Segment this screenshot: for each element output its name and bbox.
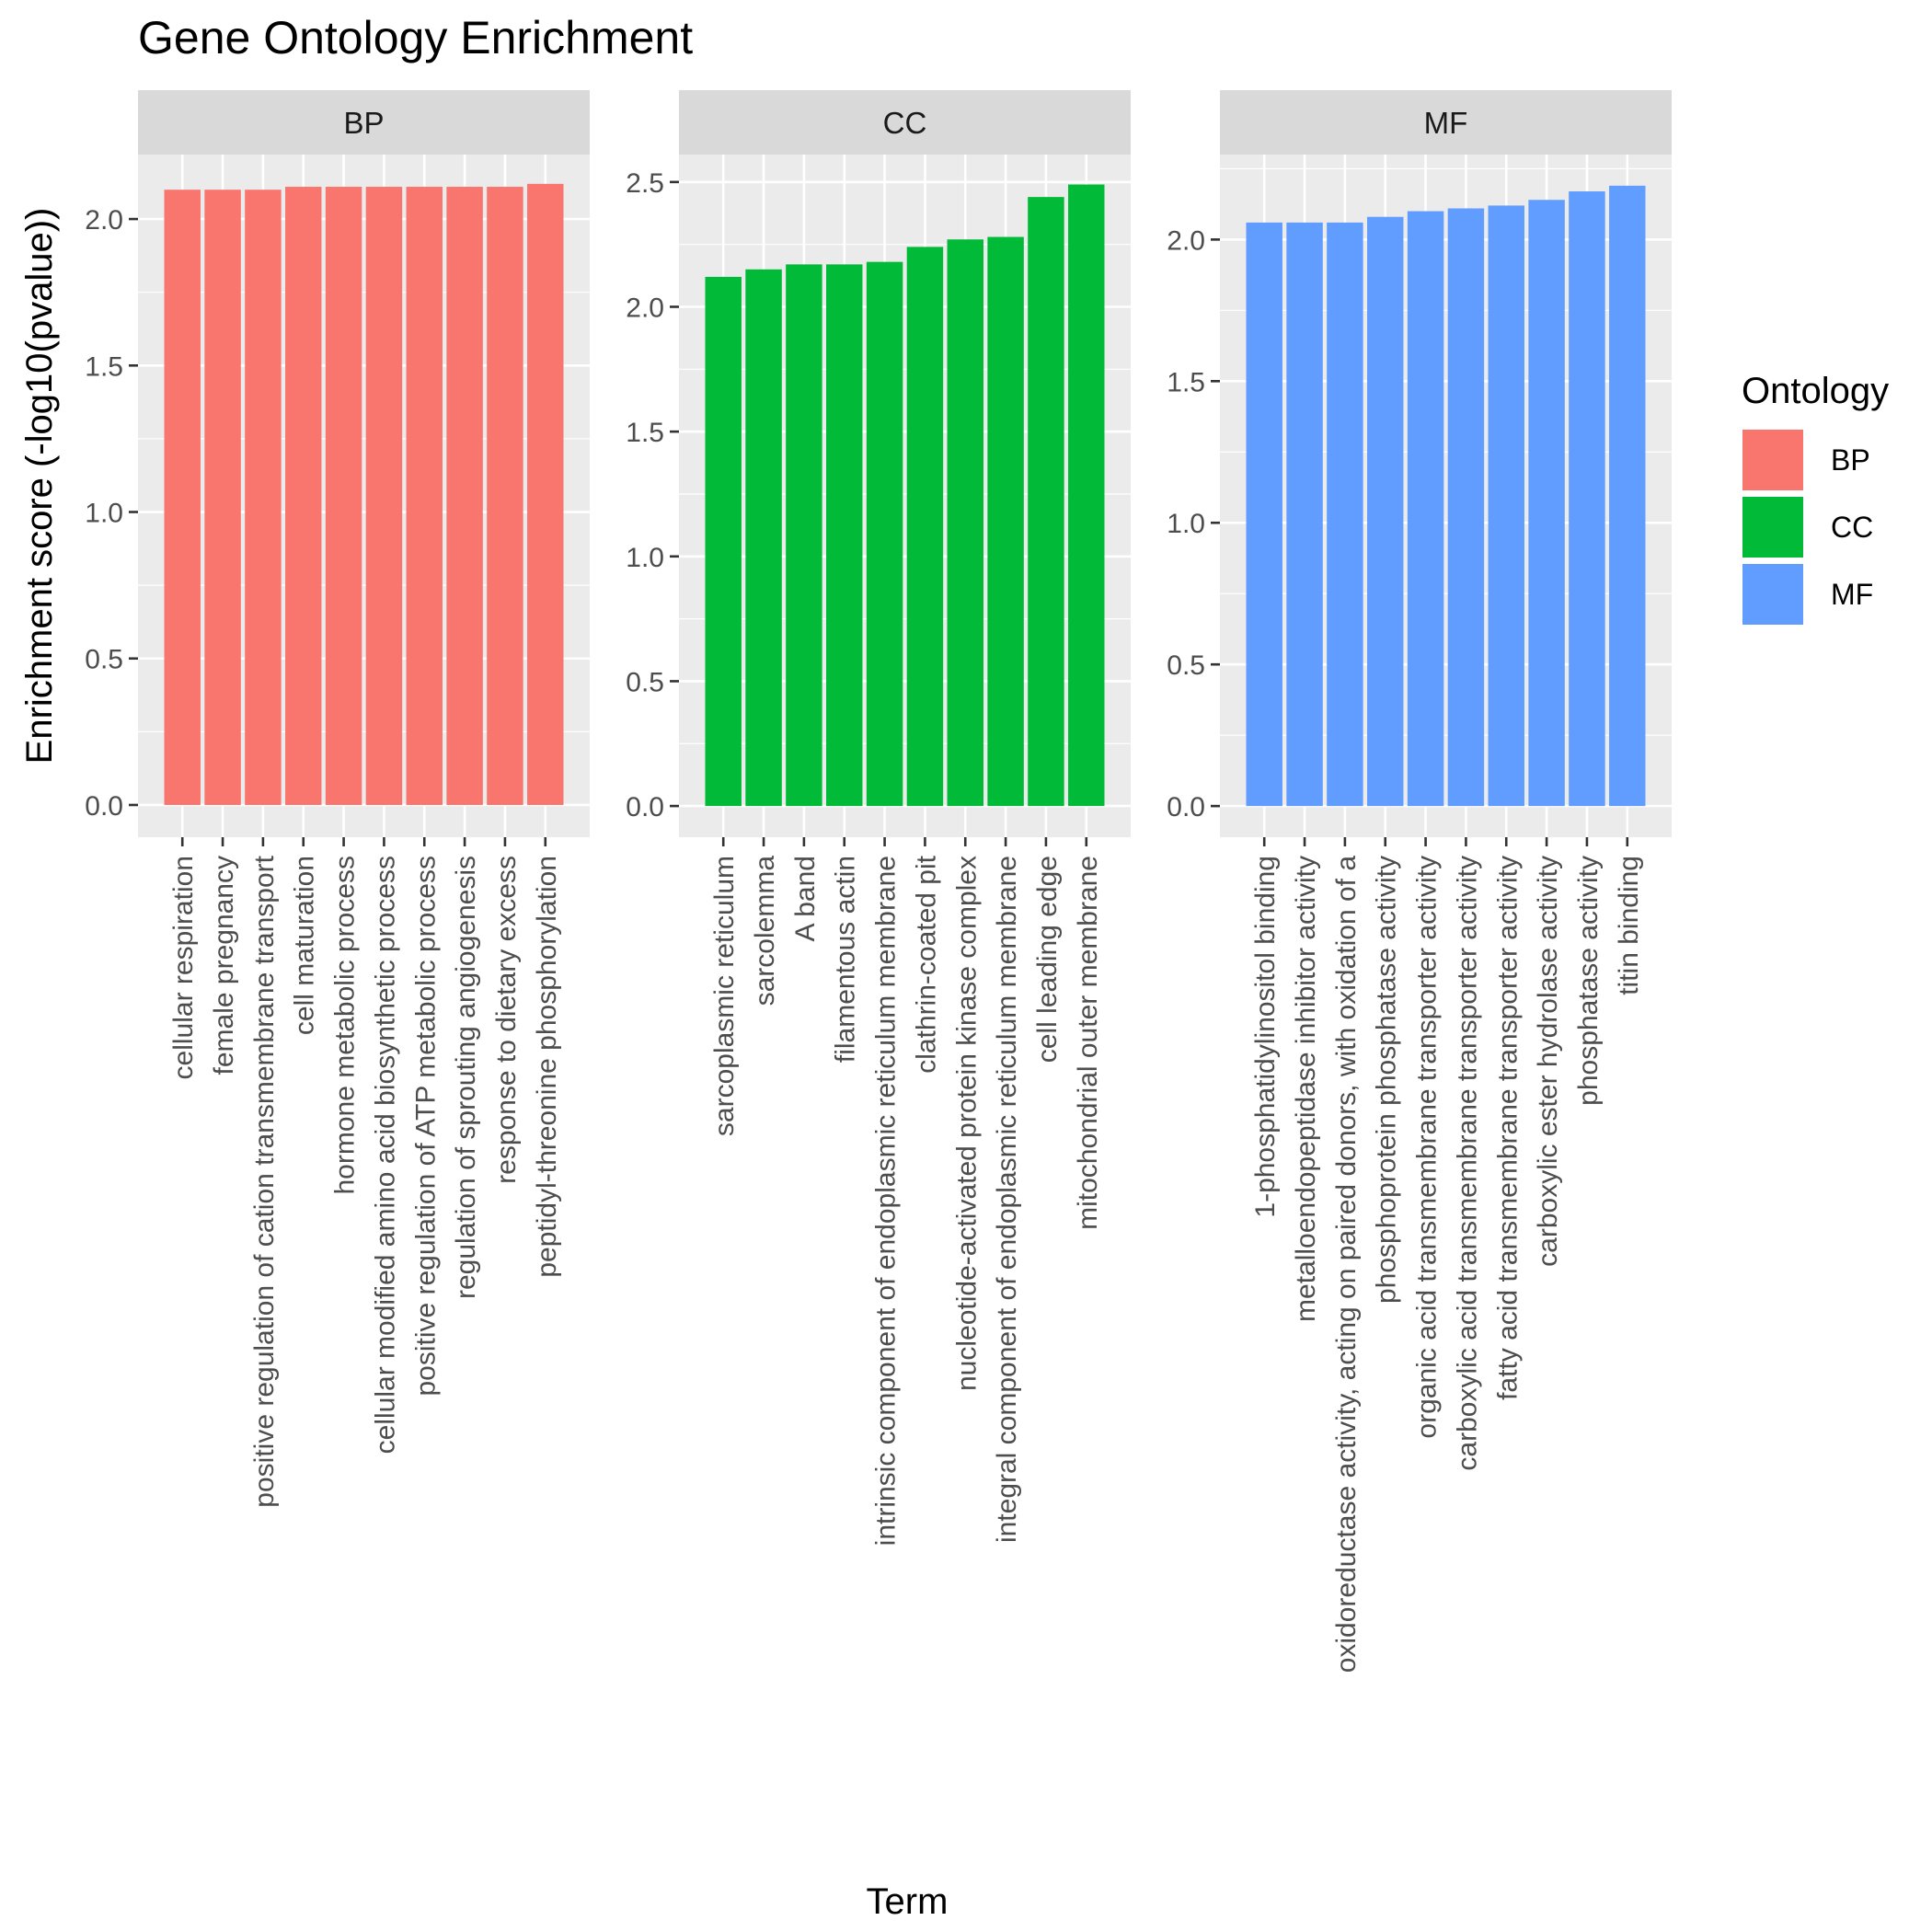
x-tick-label: titin binding bbox=[1614, 856, 1644, 995]
legend-label-mf: MF bbox=[1831, 578, 1873, 611]
x-tick-label: phosphoprotein phosphatase activity bbox=[1372, 856, 1402, 1304]
y-tick-label: 1.5 bbox=[626, 418, 664, 448]
legend: Ontology BP CC MF bbox=[1741, 371, 1889, 627]
bar bbox=[204, 190, 241, 805]
bar bbox=[1286, 222, 1323, 807]
x-tick-label: oxidoreductase activity, acting on paire… bbox=[1331, 856, 1362, 1673]
y-tick-label: 0.0 bbox=[1167, 792, 1205, 822]
x-tick-label: positive regulation of ATP metabolic pro… bbox=[410, 856, 441, 1397]
bar bbox=[866, 261, 903, 807]
x-tick-label: regulation of sprouting angiogenesis bbox=[451, 856, 481, 1299]
y-tick-label: 2.0 bbox=[85, 205, 123, 236]
y-tick-label: 2.0 bbox=[1167, 225, 1205, 256]
y-tick-label: 0.5 bbox=[1167, 650, 1205, 681]
x-tick-label: female pregnancy bbox=[209, 856, 239, 1075]
x-tick-label: nucleotide-activated protein kinase comp… bbox=[951, 856, 982, 1391]
bar bbox=[406, 187, 443, 805]
panel-mf: MF 0.0 0.5 1.0 1.5 2.0 1-phosphatidylinositol … bbox=[1167, 90, 1672, 1673]
bar bbox=[164, 190, 201, 805]
facet-strip bbox=[138, 90, 590, 155]
x-tick-label: A band bbox=[790, 856, 821, 941]
x-tick-label: integral component of endoplasmic reticu… bbox=[992, 856, 1022, 1543]
x-tick-label: mitochondrial outer membrane bbox=[1073, 856, 1103, 1230]
legend-key-cc bbox=[1741, 495, 1805, 559]
bar bbox=[446, 187, 483, 805]
x-tick-label: metalloendopeptidase inhibitor activity bbox=[1291, 856, 1321, 1322]
bar bbox=[786, 264, 822, 807]
x-tick-label: sarcolemma bbox=[750, 856, 780, 1006]
bar bbox=[325, 187, 362, 805]
bar bbox=[1246, 222, 1282, 807]
x-tick-label: carboxylic acid transmembrane transporte… bbox=[1452, 856, 1482, 1471]
bar bbox=[1407, 211, 1444, 807]
y-tick-label: 0.5 bbox=[85, 645, 123, 675]
y-tick-label: 0.5 bbox=[626, 667, 664, 697]
x-tick-label: filamentous actin bbox=[831, 856, 861, 1063]
facet-strip-label: BP bbox=[343, 106, 384, 140]
bar bbox=[245, 190, 282, 805]
x-tick-label: cell leading edge bbox=[1032, 856, 1063, 1063]
y-tick-label: 2.5 bbox=[626, 168, 664, 199]
y-tick-label: 0.0 bbox=[85, 791, 123, 822]
x-tick-label: intrinsic component of endoplasmic retic… bbox=[871, 856, 902, 1546]
x-tick-label: hormone metabolic process bbox=[330, 856, 361, 1195]
bar bbox=[745, 269, 782, 807]
bar bbox=[1068, 184, 1105, 807]
legend-label-cc: CC bbox=[1831, 511, 1873, 544]
bar bbox=[987, 236, 1024, 807]
x-tick-label: cellular modified amino acid biosyntheti… bbox=[370, 856, 400, 1454]
bar bbox=[1569, 191, 1605, 807]
legend-title: Ontology bbox=[1742, 371, 1889, 411]
x-tick-label: peptidyl-threonine phosphorylation bbox=[532, 856, 562, 1278]
x-tick-label: phosphatase activity bbox=[1573, 856, 1604, 1106]
legend-key-bp bbox=[1741, 428, 1805, 492]
panel-cc: CC 0.0 0.5 1.0 1.5 2.0 2.5 sarcoplasmic reticul… bbox=[626, 90, 1131, 1546]
x-tick-label: response to dietary excess bbox=[491, 856, 522, 1184]
x-tick-label: organic acid transmembrane transporter a… bbox=[1412, 856, 1443, 1439]
x-tick-label: cellular respiration bbox=[168, 856, 199, 1079]
y-tick-label: 1.5 bbox=[85, 351, 123, 382]
x-tick-label: carboxylic ester hydrolase activity bbox=[1533, 856, 1563, 1267]
facet-strip-label: MF bbox=[1424, 106, 1468, 140]
y-axis-label: Enrichment score (-log10(pvalue)) bbox=[19, 208, 60, 765]
x-tick-label: 1-phosphatidylinositol binding bbox=[1250, 856, 1281, 1218]
x-tick-label: fatty acid transmembrane transporter act… bbox=[1492, 856, 1523, 1400]
y-tick-label: 0.0 bbox=[626, 792, 664, 822]
y-tick-label: 2.0 bbox=[626, 293, 664, 323]
bar bbox=[1367, 216, 1404, 807]
x-tick-label: clathrin-coated pit bbox=[911, 855, 941, 1073]
y-tick-label: 1.0 bbox=[85, 499, 123, 529]
facet-strip bbox=[679, 90, 1131, 155]
y-tick-label: 1.5 bbox=[1167, 367, 1205, 397]
x-axis-label: Term bbox=[867, 1881, 949, 1922]
bar bbox=[487, 187, 523, 805]
legend-label-bp: BP bbox=[1831, 443, 1870, 477]
bar bbox=[1447, 208, 1485, 807]
bar bbox=[527, 183, 564, 805]
bar bbox=[906, 247, 944, 807]
bar bbox=[1488, 205, 1524, 807]
bar bbox=[826, 264, 863, 807]
bar bbox=[705, 276, 742, 807]
legend-key-mf bbox=[1741, 562, 1805, 627]
facet-panels: BP 0.0 0.5 1.0 1.5 2.0 cellular respiration fem… bbox=[85, 90, 1672, 1673]
bar bbox=[365, 187, 403, 805]
chart-title: Gene Ontology Enrichment bbox=[138, 12, 693, 63]
panel-bp: BP 0.0 0.5 1.0 1.5 2.0 cellular respiration fem… bbox=[85, 90, 590, 1508]
bar bbox=[1327, 222, 1363, 807]
bar bbox=[1028, 197, 1064, 807]
bar bbox=[285, 187, 322, 805]
bar bbox=[1609, 185, 1646, 807]
x-tick-label: cell maturation bbox=[290, 856, 320, 1035]
y-tick-label: 1.0 bbox=[1167, 509, 1205, 539]
x-tick-label: positive regulation of cation transmembr… bbox=[249, 855, 280, 1507]
bar bbox=[1528, 200, 1565, 807]
facet-strip-label: CC bbox=[883, 106, 927, 140]
facet-strip bbox=[1220, 90, 1672, 155]
y-tick-label: 1.0 bbox=[626, 543, 664, 573]
bar bbox=[947, 239, 983, 807]
x-tick-label: sarcoplasmic reticulum bbox=[709, 856, 740, 1136]
